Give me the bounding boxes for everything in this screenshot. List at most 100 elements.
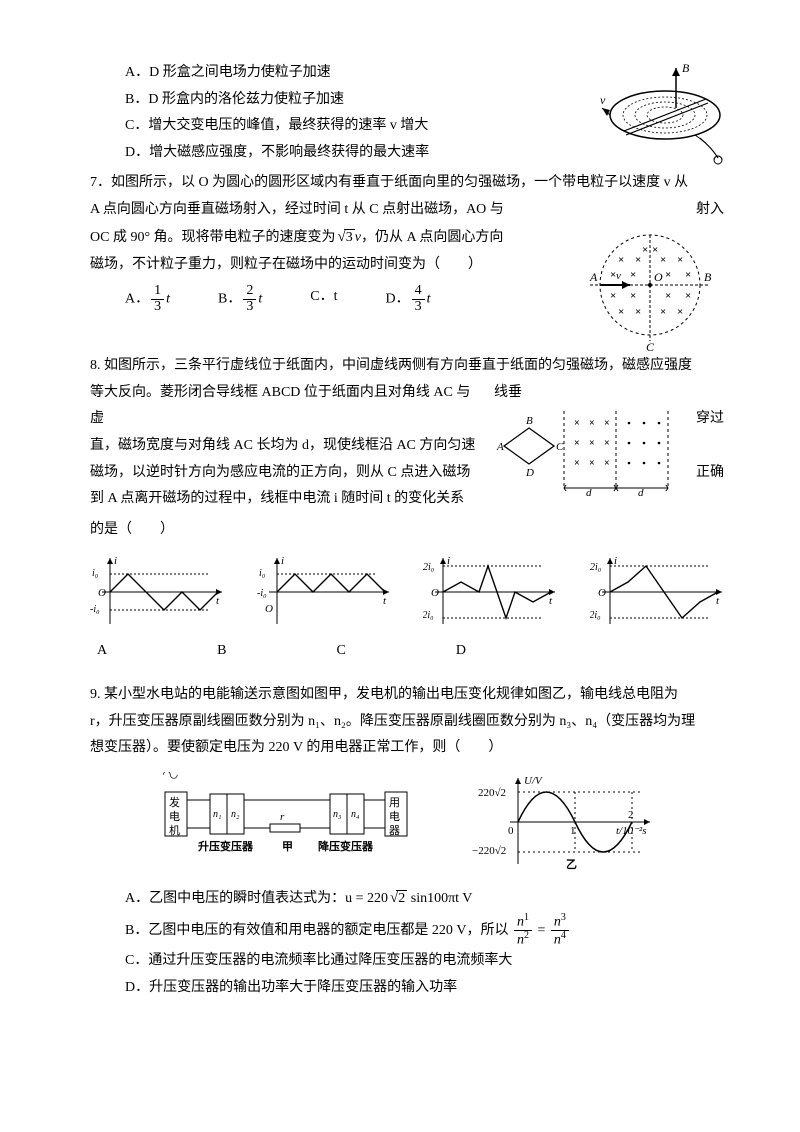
svg-text:×: ×: [574, 438, 580, 449]
svg-text:i: i: [614, 555, 617, 567]
q6-figure: B v: [600, 60, 730, 170]
svg-text:升压变压器: 升压变压器: [198, 839, 254, 853]
svg-text:r: r: [280, 811, 285, 823]
q7-s3a: OC 成 90° 角。现将带电粒子的速度变为: [90, 230, 336, 245]
svg-text:×: ×: [635, 254, 641, 266]
s4: 4: [561, 930, 566, 941]
n2: n: [517, 933, 524, 948]
svg-text:0: 0: [508, 825, 514, 837]
q8-l5a: 到 A 点离开磁场的过程中，线框中电流 i 随时间 t 的变化关系: [90, 486, 482, 513]
eq: =: [534, 923, 549, 938]
svg-text:×: ×: [574, 418, 580, 429]
svg-text:-i₀: -i₀: [90, 604, 100, 615]
q9-optB: B．乙图中电压的有效值和用电器的额定电压都是 220 V，所以 n1n2 = n…: [90, 913, 730, 949]
svg-text:C: C: [646, 340, 655, 353]
svg-text:×: ×: [589, 418, 595, 429]
svg-text:×: ×: [635, 306, 641, 318]
q8-l5b: 正确: [696, 460, 730, 487]
q6-optD: D．增大磁感应强度，不影响最终获得的最大速率: [90, 140, 588, 167]
svg-text:2i₀: 2i₀: [590, 562, 602, 573]
svg-text:×: ×: [630, 290, 636, 302]
q8-stem1: 8. 如图所示，三条平行虚线位于纸面内，中间虚线两侧有方向垂直于纸面的匀强磁场，…: [90, 353, 730, 380]
svg-text:×: ×: [604, 458, 610, 469]
svg-text:甲: 甲: [282, 840, 293, 853]
svg-text:电: 电: [169, 810, 180, 823]
svg-text:t: t: [549, 595, 553, 607]
s3: 3: [561, 912, 566, 923]
svg-text:t: t: [383, 595, 387, 607]
label-v: v: [600, 93, 606, 107]
svg-text:电: 电: [389, 810, 400, 823]
q8-labels: A B C D: [90, 638, 730, 665]
svg-text:×: ×: [642, 244, 648, 256]
q7-body: A 点向圆心方向垂直磁场射入，经过时间 t 从 C 点射出磁场，AO 与 OC …: [90, 197, 730, 354]
cB-num: 2: [243, 284, 256, 300]
svg-text:t: t: [716, 595, 720, 607]
svg-text:×: ×: [589, 458, 595, 469]
q7-choiceB: B．23t: [218, 284, 262, 314]
q6-options: A．D 形盒之间电场力使粒子加速 B．D 形盒内的洛伦兹力使粒子加速 C．增大交…: [90, 60, 588, 166]
cA-pre: A．: [125, 292, 149, 307]
svg-text:×: ×: [652, 244, 658, 256]
q7-stem1: 7．如图所示，以 O 为圆心的圆形区域内有垂直于纸面向里的匀强磁场，一个带电粒子…: [90, 170, 730, 197]
q8-l3b2: 穿过: [696, 406, 730, 433]
cA-num: 1: [151, 284, 164, 300]
svg-text:A: A: [496, 441, 504, 453]
q7-choiceC: C．t: [310, 284, 337, 314]
svg-text:×: ×: [618, 306, 624, 318]
q8-right-words: x 穿过 x 正确: [696, 380, 730, 486]
svg-text:t/10⁻²s: t/10⁻²s: [616, 825, 647, 837]
sqrt-2: 2: [388, 884, 407, 913]
q8-labA: A: [97, 638, 107, 665]
sqrt-3v: 3: [336, 223, 355, 252]
q7-figure-col: 射入 ×××× ×××× ×××× ×××× ×× A B O v C: [580, 197, 730, 354]
q8-labB: B: [217, 638, 226, 665]
q8-stem-end: 的是（ ）: [90, 517, 730, 544]
q8-graphA-icon: i t O i₀ -i₀: [90, 552, 230, 632]
svg-text:×: ×: [574, 458, 580, 469]
svg-text:220√2: 220√2: [478, 787, 506, 799]
q7-stem3-right: 射入: [580, 197, 730, 224]
q6-block: A．D 形盒之间电场力使粒子加速 B．D 形盒内的洛伦兹力使粒子加速 C．增大交…: [90, 60, 730, 170]
cB-suf: t: [258, 292, 262, 307]
svg-text:n₁: n₁: [213, 809, 221, 820]
svg-text:O: O: [265, 603, 273, 615]
svg-text:×: ×: [660, 254, 666, 266]
svg-text:×: ×: [685, 269, 691, 281]
svg-text:2: 2: [628, 809, 634, 821]
q9A-suf: sin100πt V: [407, 891, 472, 906]
svg-text:−220√2: −220√2: [472, 845, 506, 857]
sqrt-val: 3: [346, 230, 353, 245]
svg-text:发: 发: [169, 795, 180, 809]
svg-text:O: O: [98, 587, 106, 599]
q8-graphD-icon: i t O 2i₀ -2i₀: [590, 552, 730, 632]
svg-text:C: C: [556, 441, 564, 453]
n4: n: [554, 933, 561, 948]
svg-text:n₂: n₂: [231, 809, 240, 820]
svg-text:机: 机: [169, 823, 180, 837]
svg-text:乙: 乙: [566, 858, 577, 871]
svg-text:O: O: [598, 587, 606, 599]
q9-stem1: 9. 某小型水电站的电能输送示意图如图甲，发电机的输出电压变化规律如图乙，输电线…: [90, 682, 730, 709]
q8-graphs: i t O i₀ -i₀ i t O i₀ -i₀ i t O 2i₀ -2i₀…: [90, 552, 730, 632]
n3: n: [554, 914, 561, 929]
svg-text:D: D: [525, 467, 534, 479]
svg-text:t: t: [216, 595, 220, 607]
svg-text:降压变压器: 降压变压器: [318, 839, 374, 853]
q9-stem3: 想变压器）。要使额定电压为 220 V 的用电器正常工作，则（ ）: [90, 735, 730, 762]
svg-text:×: ×: [604, 418, 610, 429]
svg-text:×: ×: [685, 290, 691, 302]
sqrt2-val: 2: [396, 890, 407, 906]
svg-text:d: d: [586, 487, 592, 496]
q6-optC: C．增大交变电压的峰值，最终获得的速率 v 增大: [90, 113, 588, 140]
svg-text:×: ×: [677, 254, 683, 266]
svg-text:×: ×: [665, 269, 671, 281]
svg-text:i: i: [114, 555, 117, 567]
svg-text:×: ×: [665, 290, 671, 302]
svg-text:器: 器: [389, 824, 400, 837]
svg-text:i: i: [447, 555, 450, 567]
cA-suf: t: [166, 292, 170, 307]
svg-text:B: B: [704, 270, 712, 284]
svg-text:d: d: [638, 487, 644, 496]
q7-choiceA: A．13t: [125, 284, 170, 314]
